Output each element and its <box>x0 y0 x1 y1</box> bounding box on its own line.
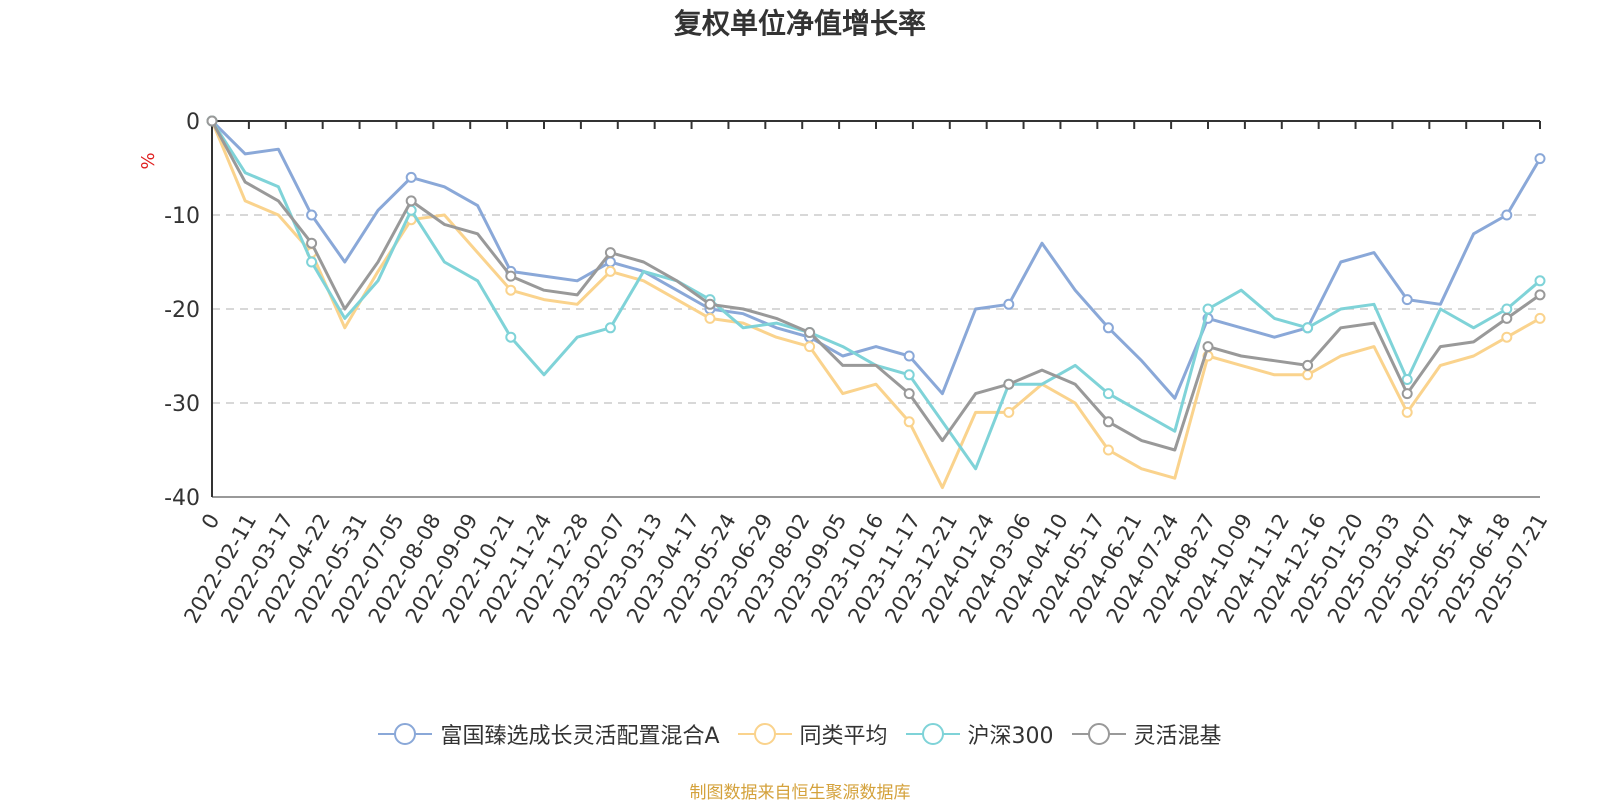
y-tick-label: 0 <box>186 110 200 135</box>
series-point-3[interactable] <box>903 388 915 400</box>
series-point-3[interactable] <box>1302 359 1314 371</box>
series-point-3[interactable] <box>1401 388 1413 400</box>
series-point-1[interactable] <box>1302 369 1314 381</box>
legend-item-peer-average[interactable]: 同类平均 <box>737 718 888 750</box>
series-point-3[interactable] <box>1501 312 1513 324</box>
y-axis-label: % <box>138 152 159 169</box>
legend-marker-icon <box>737 723 792 745</box>
legend-item-csi300[interactable]: 沪深300 <box>905 718 1054 750</box>
y-tick-label: -40 <box>164 486 200 511</box>
series-point-3[interactable] <box>704 298 716 310</box>
x-tick-label: 0 <box>197 510 224 534</box>
legend-label: 灵活混基 <box>1133 724 1222 749</box>
y-tick-label: -20 <box>164 298 200 323</box>
y-tick-label: -30 <box>164 392 200 417</box>
series-point-3[interactable] <box>604 247 616 259</box>
series-point-0[interactable] <box>1401 294 1413 306</box>
y-tick-label: -10 <box>164 204 200 229</box>
series-point-2[interactable] <box>1401 374 1413 385</box>
source-note: 制图数据来自恒生聚源数据库 <box>689 783 911 803</box>
legend-marker-icon <box>1071 723 1126 745</box>
series-point-1[interactable] <box>903 416 915 428</box>
series-point-2[interactable] <box>903 369 915 381</box>
series-point-3[interactable] <box>804 327 816 338</box>
series-point-3[interactable] <box>1202 341 1214 353</box>
series-point-0[interactable] <box>1102 322 1114 334</box>
series-point-2[interactable] <box>505 331 517 343</box>
series-point-0[interactable] <box>306 209 318 221</box>
legend-item-fund[interactable]: 富国臻选成长灵活配置混合A <box>378 718 720 750</box>
series-point-3[interactable] <box>505 270 517 282</box>
series-point-1[interactable] <box>1102 444 1114 456</box>
series-point-1[interactable] <box>1401 406 1413 418</box>
series-point-1[interactable] <box>1534 312 1546 324</box>
legend-label: 沪深300 <box>967 724 1054 749</box>
series-point-1[interactable] <box>1501 331 1513 343</box>
series-point-3[interactable] <box>306 237 318 249</box>
series-point-3[interactable] <box>1102 416 1114 428</box>
series-point-3[interactable] <box>206 115 218 127</box>
series-point-3[interactable] <box>1003 378 1015 390</box>
series-point-2[interactable] <box>604 322 616 334</box>
series-point-0[interactable] <box>903 350 915 362</box>
series-point-1[interactable] <box>1003 406 1015 418</box>
legend-label: 富国臻选成长灵活配置混合A <box>440 724 720 749</box>
series-point-0[interactable] <box>1534 153 1546 165</box>
series-point-3[interactable] <box>405 195 417 207</box>
legend-item-flexible-mixed[interactable]: 灵活混基 <box>1071 718 1222 750</box>
series-point-1[interactable] <box>505 284 517 296</box>
series-point-2[interactable] <box>1102 388 1114 400</box>
series-point-0[interactable] <box>405 171 417 183</box>
series-point-1[interactable] <box>604 265 616 277</box>
chart-title: 复权单位净值增长率 <box>673 7 926 40</box>
series-point-2[interactable] <box>306 256 318 268</box>
legend-marker-icon <box>905 723 960 745</box>
series-line-3[interactable] <box>210 120 1541 452</box>
series-point-2[interactable] <box>1501 303 1513 315</box>
series-point-1[interactable] <box>704 312 716 324</box>
legend-marker-icon <box>378 723 433 745</box>
series-line-0[interactable] <box>210 119 1542 400</box>
series-point-2[interactable] <box>1302 322 1314 334</box>
series-point-0[interactable] <box>1501 209 1513 221</box>
series-point-1[interactable] <box>804 341 816 353</box>
series-point-2[interactable] <box>1202 303 1214 315</box>
series-point-3[interactable] <box>1534 289 1546 301</box>
legend-label: 同类平均 <box>799 724 888 749</box>
legend: 富国臻选成长灵活配置混合A 同类平均 沪深300 灵活混基 <box>0 718 1600 750</box>
series-point-0[interactable] <box>1003 298 1015 310</box>
series-point-2[interactable] <box>1534 275 1546 287</box>
